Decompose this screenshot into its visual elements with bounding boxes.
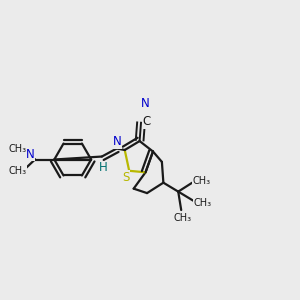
Text: CH₃: CH₃: [174, 213, 192, 224]
Text: N: N: [141, 98, 149, 110]
Text: N: N: [113, 136, 122, 148]
Text: CH₃: CH₃: [194, 198, 212, 208]
Text: CH₃: CH₃: [8, 143, 26, 154]
Text: CH₃: CH₃: [192, 176, 210, 186]
Text: H: H: [99, 161, 108, 174]
Text: S: S: [122, 171, 129, 184]
Text: C: C: [142, 115, 151, 128]
Text: CH₃: CH₃: [8, 166, 26, 176]
Text: N: N: [26, 148, 35, 161]
